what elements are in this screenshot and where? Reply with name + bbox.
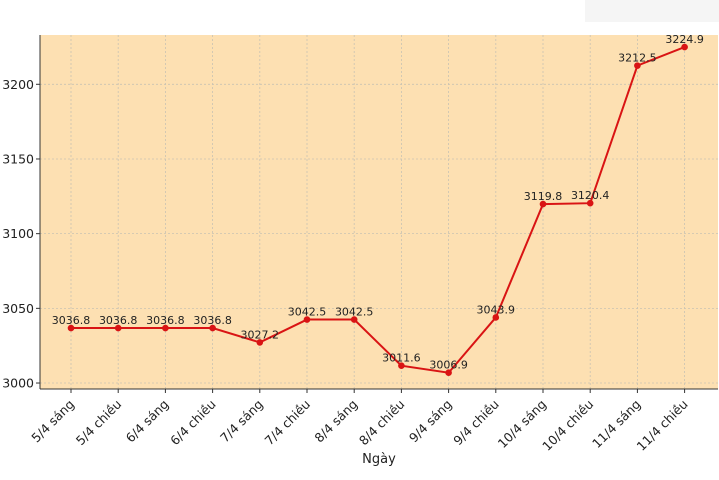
y-axis-ticks: 3000 3050 3100 3150 3200 xyxy=(2,77,40,391)
x-tick-label: 9/4 sáng xyxy=(406,397,455,446)
data-label: 3006.9 xyxy=(429,359,468,372)
x-tick-label: 5/4 chiều xyxy=(73,397,125,449)
data-label: 3120.4 xyxy=(571,189,610,202)
x-axis-title: Ngày xyxy=(362,452,396,467)
data-points xyxy=(67,43,688,377)
data-point xyxy=(209,324,216,332)
data-point xyxy=(303,316,311,323)
data-point xyxy=(67,324,75,332)
data-label: 3036.8 xyxy=(146,314,185,327)
y-tick-label: 3100 xyxy=(2,226,34,241)
data-point xyxy=(445,369,452,377)
x-tick-label: 5/4 sáng xyxy=(28,397,77,446)
x-tick-label: 6/4 chiều xyxy=(167,397,219,449)
x-tick-label: 7/4 chiều xyxy=(262,397,314,449)
data-point xyxy=(681,43,688,51)
data-point xyxy=(539,200,547,208)
data-point xyxy=(114,324,122,332)
data-label: 3043.9 xyxy=(477,303,516,316)
data-label: 3212.5 xyxy=(618,52,657,65)
data-point xyxy=(586,199,594,207)
y-tick-label: 3050 xyxy=(2,301,34,316)
data-point xyxy=(634,62,641,69)
x-tick-label: 7/4 sáng xyxy=(217,397,266,446)
data-label: 3042.5 xyxy=(288,306,327,319)
plot-background xyxy=(40,35,718,389)
y-tick-label: 3200 xyxy=(2,77,34,92)
data-label: 3036.8 xyxy=(193,314,232,327)
x-tick-label: 10/4 chiều xyxy=(539,397,596,454)
top-right-panel xyxy=(585,0,719,22)
data-label: 3224.9 xyxy=(665,33,704,46)
price-series-line xyxy=(71,46,685,374)
data-label: 3036.8 xyxy=(52,314,91,327)
x-tick-label: 11/4 chiều xyxy=(633,397,690,454)
data-label: 3042.5 xyxy=(335,306,374,319)
y-tick-label: 3000 xyxy=(2,376,34,391)
x-tick-label: 8/4 chiều xyxy=(356,397,408,449)
data-point xyxy=(350,316,358,323)
y-tick-label: 3150 xyxy=(2,151,34,166)
data-label: 3119.8 xyxy=(524,190,563,203)
data-label: 3036.8 xyxy=(99,314,138,327)
data-point xyxy=(162,324,169,332)
x-tick-label: 6/4 sáng xyxy=(123,397,172,446)
x-tick-label: 8/4 sáng xyxy=(311,397,360,446)
data-point xyxy=(492,314,500,321)
data-label: 3027.2 xyxy=(241,328,280,341)
data-label: 3011.6 xyxy=(382,352,421,365)
data-point xyxy=(398,362,405,369)
data-point xyxy=(256,339,264,346)
data-labels: 3036.8 3036.8 3036.8 3036.8 3027.2 3042.5 3042… xyxy=(52,33,704,372)
